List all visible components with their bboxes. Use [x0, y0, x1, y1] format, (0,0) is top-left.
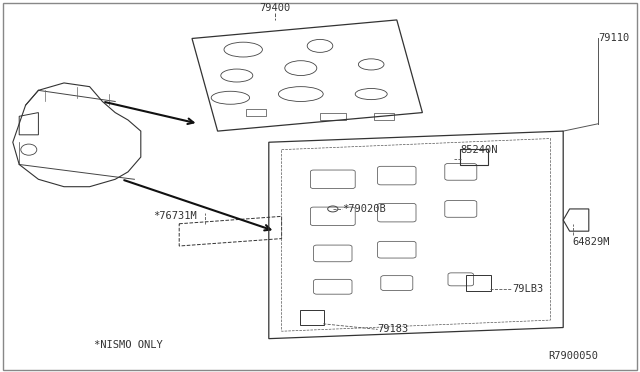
- Text: *NISMO ONLY: *NISMO ONLY: [93, 340, 163, 350]
- Text: *79020B: *79020B: [342, 204, 386, 214]
- Text: 79LB3: 79LB3: [512, 283, 543, 294]
- Text: R7900050: R7900050: [548, 351, 598, 361]
- Text: *76731M: *76731M: [154, 211, 197, 221]
- Text: 64829M: 64829M: [573, 237, 611, 247]
- Text: 79110: 79110: [598, 33, 630, 44]
- Text: 85240N: 85240N: [461, 145, 499, 155]
- Text: 79183: 79183: [378, 324, 409, 334]
- Text: 79400: 79400: [260, 3, 291, 13]
